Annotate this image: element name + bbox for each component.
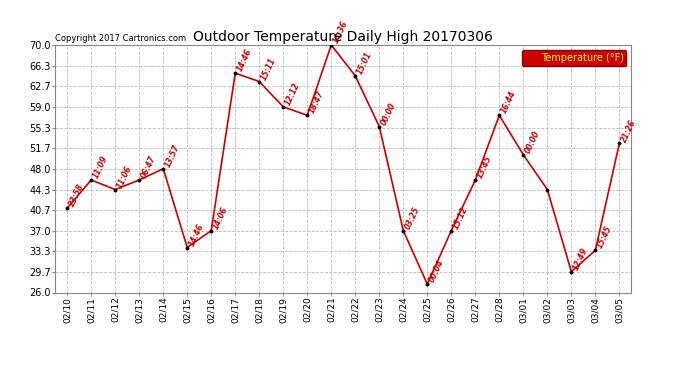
- Text: 14:46: 14:46: [235, 48, 253, 73]
- Text: 12:12: 12:12: [284, 81, 302, 107]
- Text: 18:47: 18:47: [307, 90, 326, 116]
- Point: [254, 79, 265, 85]
- Point: [422, 281, 433, 287]
- Text: 00:04: 00:04: [427, 258, 446, 284]
- Point: [181, 244, 193, 250]
- Text: 15:11: 15:11: [259, 56, 277, 82]
- Text: 15:12: 15:12: [451, 205, 470, 231]
- Text: 21:26: 21:26: [620, 118, 638, 144]
- Text: 13:45: 13:45: [475, 154, 493, 180]
- Point: [470, 177, 481, 183]
- Point: [350, 73, 361, 79]
- Text: 11:06: 11:06: [115, 164, 134, 190]
- Text: 11:09: 11:09: [91, 154, 110, 180]
- Point: [230, 70, 241, 76]
- Text: 03:25: 03:25: [403, 205, 422, 231]
- Text: 06:47: 06:47: [139, 154, 157, 180]
- Point: [278, 104, 289, 110]
- Point: [110, 187, 121, 193]
- Point: [518, 152, 529, 157]
- Text: 14:06: 14:06: [211, 205, 230, 231]
- Legend: Temperature (°F): Temperature (°F): [522, 50, 627, 66]
- Point: [542, 187, 553, 193]
- Text: 00:00: 00:00: [523, 129, 542, 154]
- Text: 16:44: 16:44: [500, 90, 518, 116]
- Point: [374, 124, 385, 130]
- Point: [446, 228, 457, 234]
- Text: 12:49: 12:49: [571, 246, 590, 272]
- Point: [86, 177, 97, 183]
- Point: [158, 166, 169, 172]
- Point: [494, 112, 505, 118]
- Point: [61, 205, 72, 211]
- Title: Outdoor Temperature Daily High 20170306: Outdoor Temperature Daily High 20170306: [193, 30, 493, 44]
- Point: [302, 112, 313, 118]
- Text: Copyright 2017 Cartronics.com: Copyright 2017 Cartronics.com: [55, 33, 186, 42]
- Point: [134, 177, 145, 183]
- Text: 14:36: 14:36: [331, 20, 350, 45]
- Text: 13:57: 13:57: [164, 143, 181, 169]
- Point: [397, 228, 408, 234]
- Text: 00:00: 00:00: [380, 101, 397, 127]
- Point: [326, 42, 337, 48]
- Text: 14:46: 14:46: [187, 222, 206, 248]
- Point: [206, 228, 217, 234]
- Point: [614, 141, 625, 147]
- Point: [566, 268, 577, 274]
- Text: 23:58: 23:58: [67, 183, 86, 208]
- Text: 15:45: 15:45: [595, 225, 613, 251]
- Point: [590, 248, 601, 254]
- Text: 15:01: 15:01: [355, 50, 373, 76]
